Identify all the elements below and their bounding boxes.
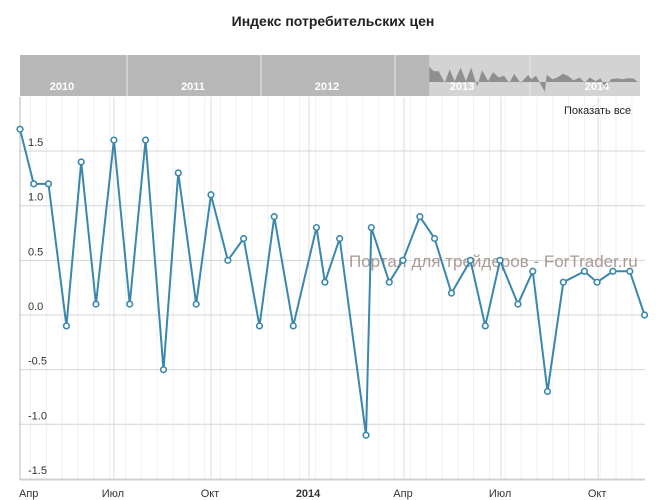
series-line [19, 128, 646, 436]
data-point[interactable] [312, 223, 321, 232]
data-point[interactable] [640, 311, 649, 319]
data-point[interactable] [385, 278, 393, 286]
data-point[interactable] [77, 158, 85, 166]
data-point[interactable] [44, 180, 53, 188]
navigator-year-label: 2011 [181, 81, 205, 93]
watermark: Портал для трейдеров - ForTrader.ru [349, 252, 638, 271]
y-tick-label: 0.0 [28, 301, 43, 313]
data-point[interactable] [431, 234, 439, 243]
x-tick-label: 2014 [296, 488, 321, 500]
data-point[interactable] [362, 431, 370, 439]
x-tick-label: Апр [393, 488, 412, 500]
data-point[interactable] [447, 289, 456, 297]
data-point[interactable] [62, 322, 71, 330]
data-point[interactable] [141, 136, 150, 144]
data-point[interactable] [626, 267, 634, 275]
data-point[interactable] [110, 136, 118, 144]
data-point[interactable] [580, 267, 589, 275]
navigator-year-label: 2010 [50, 81, 74, 93]
data-point[interactable] [159, 366, 168, 374]
data-point[interactable] [270, 213, 278, 221]
x-tick-label: Окт [588, 488, 607, 500]
y-tick-label: -1.0 [28, 410, 47, 422]
data-point[interactable] [514, 300, 522, 308]
navigator-year-label: 2012 [315, 81, 339, 93]
data-point[interactable] [321, 278, 329, 286]
data-point[interactable] [481, 322, 489, 330]
navigator-series [429, 66, 638, 92]
data-point[interactable] [240, 234, 248, 243]
data-point[interactable] [416, 213, 424, 221]
y-tick-label: 1.5 [28, 137, 43, 149]
y-tick-label: 1.0 [28, 192, 43, 204]
data-point[interactable] [92, 300, 100, 308]
data-point[interactable] [207, 191, 215, 199]
x-tick-label: Окт [201, 488, 220, 500]
data-point[interactable] [399, 256, 407, 264]
data-point[interactable] [529, 267, 537, 275]
data-point[interactable] [559, 278, 567, 286]
data-point[interactable] [126, 300, 134, 308]
data-point[interactable] [543, 387, 552, 396]
chart-title: Индекс потребительских цен [231, 13, 435, 29]
show-all-button[interactable]: Показать все [564, 105, 632, 117]
data-point[interactable] [16, 125, 24, 133]
data-point[interactable] [367, 223, 375, 232]
data-point[interactable] [593, 278, 601, 286]
x-tick-label: Июл [102, 488, 124, 500]
data-point[interactable] [30, 180, 38, 188]
data-point[interactable] [466, 256, 475, 264]
x-tick-label: Июл [489, 488, 511, 500]
data-point[interactable] [289, 322, 297, 330]
data-point[interactable] [336, 234, 344, 243]
navigator-year-label: 2014 [585, 81, 610, 93]
data-point[interactable] [174, 169, 182, 177]
data-point[interactable] [192, 300, 200, 308]
y-tick-label: -0.5 [28, 356, 47, 368]
data-point[interactable] [224, 256, 232, 264]
y-tick-label: -1.5 [28, 465, 47, 477]
data-point[interactable] [496, 256, 504, 264]
y-tick-label: 0.5 [28, 246, 43, 258]
x-tick-label: Апр [19, 488, 38, 500]
data-point[interactable] [255, 322, 264, 330]
data-point[interactable] [609, 267, 617, 275]
navigator-selection[interactable] [429, 55, 640, 96]
navigator-year-label: 2013 [450, 81, 474, 93]
